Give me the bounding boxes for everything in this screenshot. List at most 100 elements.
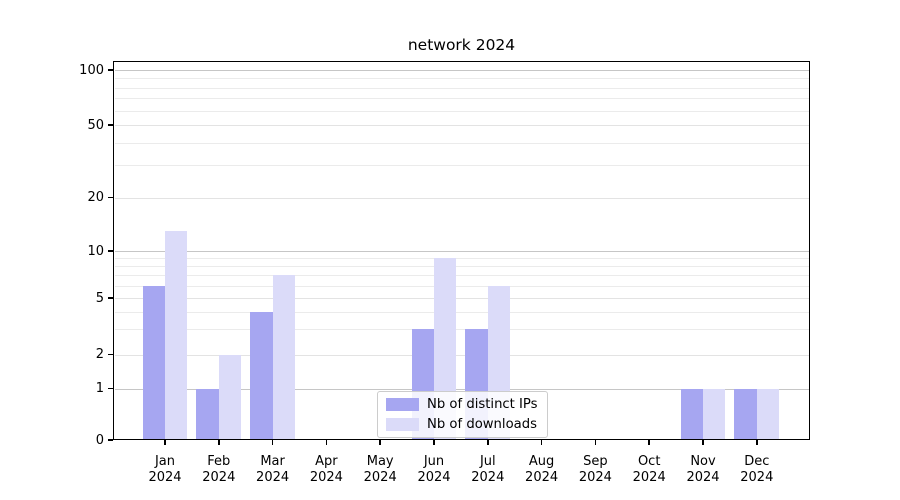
x-tick-year: 2024 xyxy=(686,469,720,485)
x-tick-year: 2024 xyxy=(740,469,774,485)
legend-swatch xyxy=(386,418,419,431)
y-gridline xyxy=(115,298,809,299)
x-tick-label: Apr 2024 xyxy=(296,454,356,485)
x-tick xyxy=(648,440,650,445)
x-tick-label: Mar 2024 xyxy=(243,454,303,485)
x-tick-year: 2024 xyxy=(632,469,666,485)
x-tick-month: Jun xyxy=(423,454,445,469)
x-tick-month: Feb xyxy=(207,454,231,469)
x-tick xyxy=(325,440,328,445)
y-tick-label: 20 xyxy=(87,190,104,205)
x-tick xyxy=(379,440,381,445)
y-gridline-minor xyxy=(115,78,809,80)
x-tick-label: Dec 2024 xyxy=(727,454,787,485)
legend-label: Nb of downloads xyxy=(427,417,537,432)
y-gridline-major xyxy=(115,388,809,390)
x-tick-year: 2024 xyxy=(578,469,612,485)
bar-distinct-ips-jan xyxy=(142,285,165,440)
x-tick-year: 2024 xyxy=(471,469,505,485)
x-tick-year: 2024 xyxy=(417,469,451,485)
y-gridline-minor xyxy=(115,275,809,277)
x-tick-month: Jul xyxy=(479,454,496,469)
x-tick xyxy=(702,440,704,445)
y-gridline-minor xyxy=(115,311,809,313)
x-tick-month: Aug xyxy=(528,454,555,469)
x-tick xyxy=(594,440,597,445)
legend-label: Nb of distinct IPs xyxy=(427,397,538,412)
y-tick xyxy=(108,387,113,390)
y-tick-label: 100 xyxy=(79,62,104,78)
x-tick-month: Dec xyxy=(744,454,770,469)
bar-distinct-ips-dec xyxy=(734,388,757,440)
y-gridline xyxy=(115,354,809,356)
x-tick-year: 2024 xyxy=(256,469,290,485)
x-tick-year: 2024 xyxy=(148,469,182,485)
bar-downloads-mar xyxy=(272,275,295,440)
x-tick-label: May 2024 xyxy=(350,454,410,485)
x-tick-year: 2024 xyxy=(363,469,397,485)
y-tick xyxy=(108,196,113,199)
y-tick-label: 5 xyxy=(95,290,104,306)
y-tick xyxy=(108,297,113,299)
x-tick-month: Jan xyxy=(154,454,176,469)
x-tick-label: Aug 2024 xyxy=(512,454,572,485)
y-tick xyxy=(108,124,113,126)
y-gridline-minor xyxy=(115,165,809,167)
x-tick-year: 2024 xyxy=(202,469,236,485)
y-tick-label: 0 xyxy=(95,432,104,448)
y-gridline-major xyxy=(115,70,809,71)
bar-downloads-nov xyxy=(703,388,726,440)
x-tick-label: Nov 2024 xyxy=(673,454,733,485)
chart-title: network 2024 xyxy=(407,36,516,54)
x-tick-month: Oct xyxy=(637,454,661,469)
y-gridline xyxy=(115,125,809,126)
legend-swatch xyxy=(386,398,419,411)
x-tick xyxy=(271,440,274,445)
x-tick-month: Apr xyxy=(315,454,338,469)
x-tick-label: Jun 2024 xyxy=(404,454,464,485)
x-tick-month: May xyxy=(366,454,394,469)
y-tick xyxy=(108,250,113,252)
plot-border xyxy=(113,61,810,440)
x-tick xyxy=(487,440,489,445)
x-tick-month: Sep xyxy=(583,454,608,469)
x-tick-label: Jul 2024 xyxy=(458,454,518,485)
x-tick-label: Feb 2024 xyxy=(189,454,249,485)
y-gridline-minor xyxy=(115,142,809,144)
y-gridline-major xyxy=(115,251,809,252)
y-tick-label: 50 xyxy=(87,117,104,133)
legend-item: Nb of distinct IPs xyxy=(386,397,539,412)
y-tick-label: 10 xyxy=(87,243,104,259)
y-tick-label: 2 xyxy=(95,347,104,362)
y-tick-label: 1 xyxy=(95,381,104,396)
x-tick xyxy=(756,440,758,445)
y-gridline xyxy=(115,197,809,199)
bar-distinct-ips-feb xyxy=(196,388,219,440)
x-tick xyxy=(164,440,166,445)
bar-distinct-ips-mar xyxy=(250,311,273,440)
y-gridline-minor xyxy=(115,87,809,89)
x-tick-year: 2024 xyxy=(525,469,559,485)
x-tick xyxy=(540,440,543,445)
x-tick-label: Jan 2024 xyxy=(135,454,195,485)
x-tick-label: Oct 2024 xyxy=(619,454,679,485)
y-gridline-minor xyxy=(115,266,809,268)
y-gridline-minor xyxy=(115,258,809,260)
y-gridline-minor xyxy=(115,110,809,112)
y-tick xyxy=(108,69,113,71)
y-tick xyxy=(108,439,113,441)
bar-downloads-dec xyxy=(756,388,780,440)
legend: Nb of distinct IPs Nb of downloads xyxy=(377,391,548,438)
y-gridline-minor xyxy=(115,285,809,287)
bar-distinct-ips-nov xyxy=(680,388,703,440)
bar-downloads-jan xyxy=(165,230,188,440)
x-tick-label: Sep 2024 xyxy=(565,454,625,485)
x-tick-month: Nov xyxy=(690,454,716,469)
legend-item: Nb of downloads xyxy=(386,417,539,432)
y-gridline-minor xyxy=(115,98,809,100)
x-tick xyxy=(218,440,220,445)
x-tick xyxy=(433,440,435,445)
y-gridline-minor xyxy=(115,329,809,331)
x-tick-month: Mar xyxy=(260,454,285,469)
